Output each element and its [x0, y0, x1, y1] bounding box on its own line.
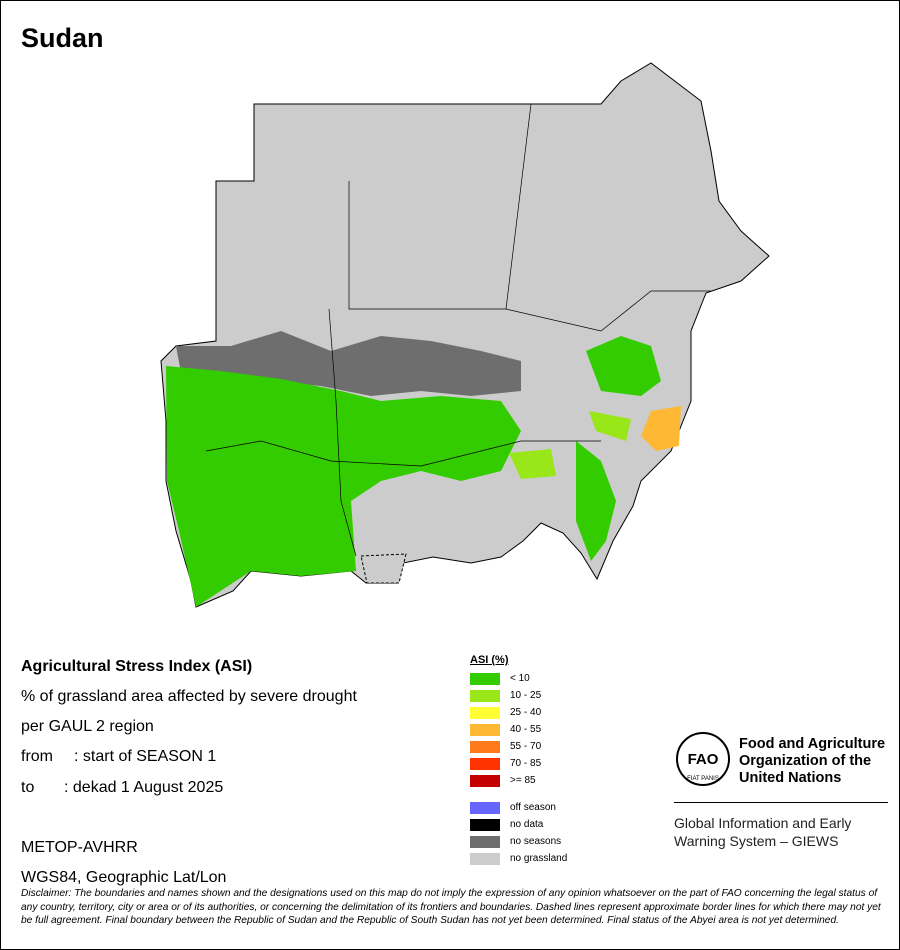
legend-label: >= 85 — [510, 775, 536, 786]
program-name: Warning System – GIEWS — [674, 833, 839, 849]
projection: WGS84, Geographic Lat/Lon — [21, 869, 227, 886]
legend-swatch — [470, 819, 500, 831]
legend-label: 25 - 40 — [510, 707, 542, 718]
legend-swatch — [470, 741, 500, 753]
sensor: METOP-AVHRR — [21, 839, 138, 856]
disputed-area — [360, 553, 407, 584]
legend-swatch — [470, 853, 500, 865]
legend-swatch — [470, 724, 500, 736]
legend-swatch — [470, 690, 500, 702]
from-value: : start of SEASON 1 — [74, 748, 217, 765]
info-line: % of grassland area affected by severe d… — [21, 688, 357, 705]
border — [505, 290, 711, 332]
to-label: to — [21, 779, 35, 796]
legend-label: 70 - 85 — [510, 758, 542, 769]
info-heading: Agricultural Stress Index (ASI) — [21, 658, 253, 675]
org-name: United Nations — [739, 770, 842, 786]
legend-swatch — [470, 758, 500, 770]
logo-ring — [676, 732, 730, 786]
legend-label: no grassland — [510, 853, 568, 864]
from-label: from — [21, 748, 53, 765]
legend-swatch — [470, 673, 500, 685]
map — [160, 62, 770, 608]
fao-logo: FAO FIAT PANIS — [676, 732, 730, 786]
legend-title: ASI (%) — [470, 654, 509, 666]
info-line: per GAUL 2 region — [21, 718, 154, 735]
logo-letters: FAO — [688, 751, 719, 768]
org-name: Organization of the — [739, 753, 872, 769]
light-green-area — [589, 411, 631, 441]
light-green-area — [509, 449, 556, 479]
legend-label: no seasons — [510, 836, 562, 847]
border — [348, 103, 532, 310]
legend-label: 10 - 25 — [510, 690, 542, 701]
legend-swatch — [470, 707, 500, 719]
legend-label: < 10 — [510, 673, 530, 684]
border — [328, 308, 357, 557]
program-name: Global Information and Early — [674, 815, 852, 831]
green-area — [586, 336, 661, 396]
org-name: Food and Agriculture — [739, 736, 886, 752]
disclaimer: Disclaimer: The boundaries and names sho… — [21, 888, 881, 926]
logo-motto: FIAT PANIS — [687, 776, 719, 782]
legend-label: off season — [510, 802, 556, 813]
to-value: : dekad 1 August 2025 — [64, 779, 224, 796]
legend-label: 55 - 70 — [510, 741, 542, 752]
legend-swatch — [470, 836, 500, 848]
legend-label: no data — [510, 819, 544, 830]
green-area — [166, 366, 521, 607]
legend-swatch — [470, 802, 500, 814]
legend-label: 40 - 55 — [510, 724, 542, 735]
legend-swatch — [470, 775, 500, 787]
border — [205, 440, 601, 467]
green-area — [576, 441, 616, 561]
logo-rule — [674, 802, 888, 803]
map-title: Sudan — [21, 23, 104, 53]
orange-area — [641, 406, 681, 451]
